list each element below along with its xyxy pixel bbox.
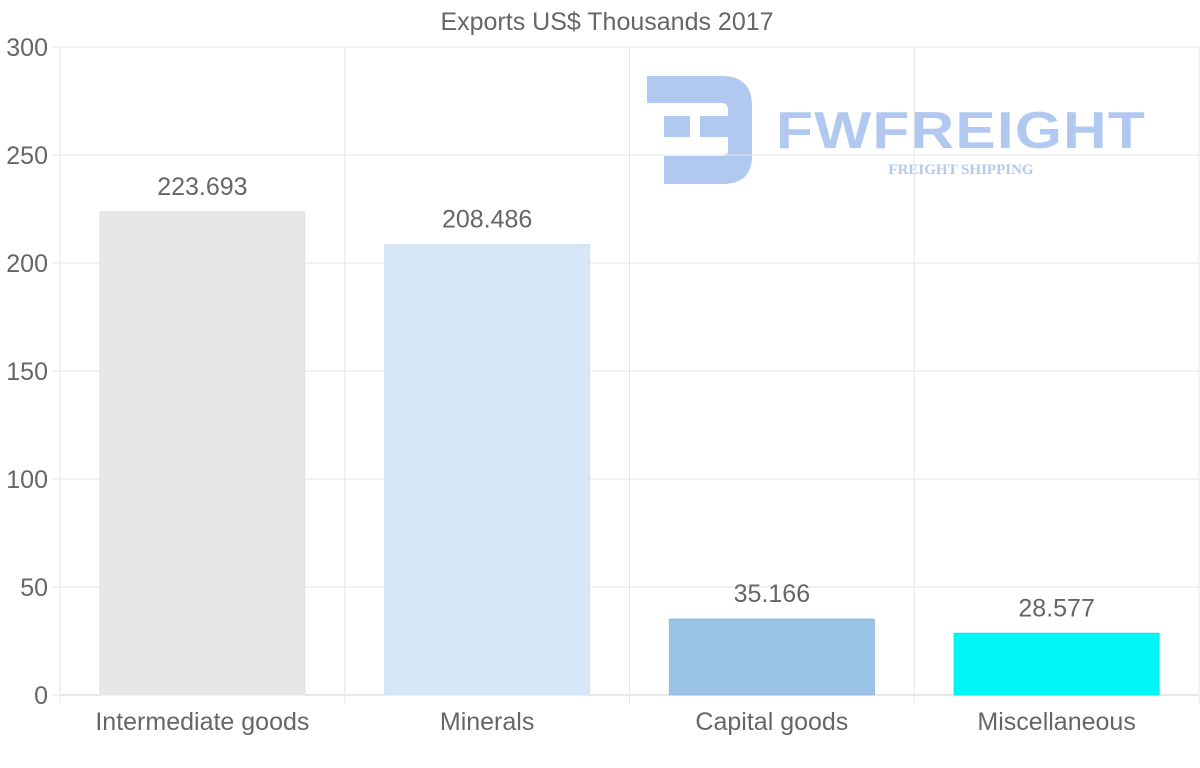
- y-tick-label: 300: [6, 34, 48, 62]
- data-label: 35.166: [734, 580, 810, 608]
- x-tick-label: Minerals: [440, 708, 534, 736]
- bar-capital-goods[interactable]: [668, 618, 875, 696]
- chart-title: Exports US$ Thousands 2017: [440, 8, 773, 36]
- y-tick-label: 100: [6, 466, 48, 494]
- bar-minerals[interactable]: [384, 244, 591, 696]
- x-tick-label: Capital goods: [695, 708, 848, 736]
- bars-layer: [99, 211, 1160, 696]
- x-tick-label: Miscellaneous: [977, 708, 1135, 736]
- y-tick-label: 250: [6, 142, 48, 170]
- watermark-brand-text: FWFREIGHT: [776, 102, 1146, 160]
- fwfreight-watermark-logo: FWFREIGHT FREIGHT SHIPPING: [647, 76, 1146, 184]
- fwfreight-logo-mark: [647, 76, 752, 184]
- data-label: 28.577: [1018, 594, 1094, 622]
- labels-layer: 0 50 100 150 200 250 300 223.693 Intermediate go…: [6, 34, 1136, 736]
- y-tick-label: 200: [6, 250, 48, 278]
- fwfreight-logo-bar: [664, 116, 690, 137]
- bar-miscellaneous[interactable]: [953, 632, 1160, 696]
- x-tick-label: Intermediate goods: [95, 708, 309, 736]
- bar-intermediate-goods[interactable]: [99, 211, 306, 696]
- y-tick-label: 50: [20, 574, 48, 602]
- y-tick-label: 0: [34, 682, 48, 710]
- data-label: 208.486: [442, 206, 532, 234]
- data-label: 223.693: [157, 173, 247, 201]
- y-tick-label: 150: [6, 358, 48, 386]
- watermark-tagline-text: FREIGHT SHIPPING: [888, 162, 1033, 178]
